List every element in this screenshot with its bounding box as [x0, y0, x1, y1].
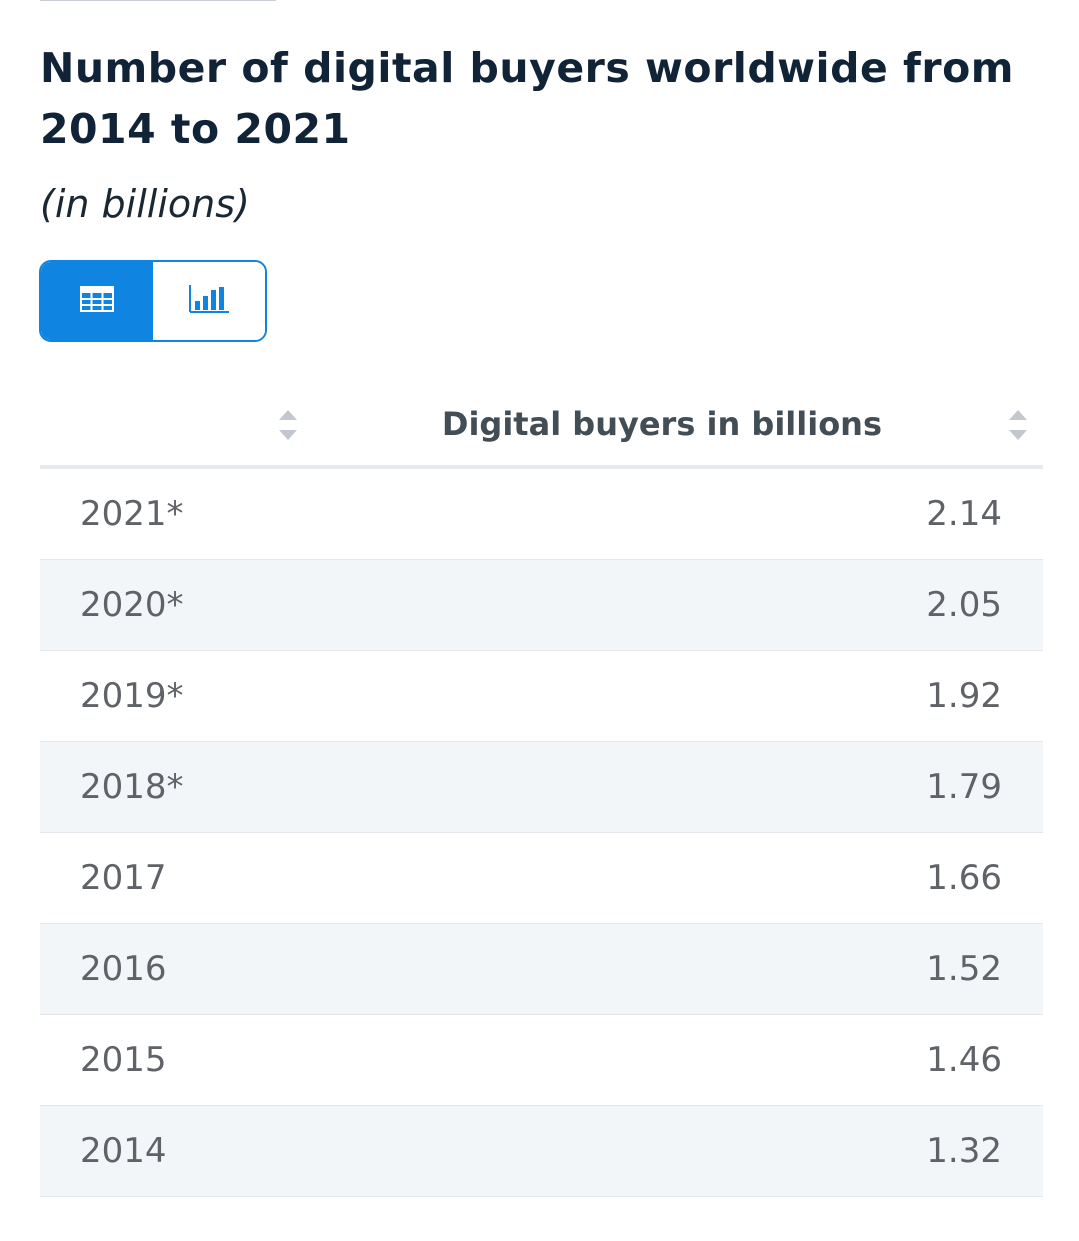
column-header-digital-buyers-label: Digital buyers in billions [441, 404, 882, 443]
year-cell: 2021* [40, 467, 380, 560]
bar-chart-icon [188, 284, 230, 318]
page-title: Number of digital buyers worldwide from … [40, 44, 1014, 153]
page-subtitle: (in billions) [40, 182, 250, 226]
table-row: 2017 1.66 [40, 832, 1043, 924]
table-row: 2018* 1.79 [40, 741, 1043, 833]
column-header-digital-buyers[interactable]: Digital buyers in billions [380, 382, 1043, 469]
table-icon [80, 286, 114, 316]
year-cell: 2020* [40, 559, 380, 651]
year-cell: 2015 [40, 1014, 380, 1106]
table-row: 2020* 2.05 [40, 559, 1043, 651]
value-cell: 2.14 [380, 467, 1043, 560]
value-cell: 1.79 [380, 741, 1043, 833]
year-cell: 2016 [40, 923, 380, 1015]
value-cell: 1.32 [380, 1105, 1043, 1197]
table-header-row: Digital buyers in billions [40, 382, 1043, 469]
value-cell: 1.46 [380, 1014, 1043, 1106]
sort-icon[interactable] [1007, 408, 1029, 450]
table-view-button[interactable] [41, 262, 153, 340]
year-cell: 2017 [40, 832, 380, 924]
value-cell: 1.52 [380, 923, 1043, 1015]
year-cell: 2018* [40, 741, 380, 833]
top-divider [40, 0, 276, 1]
data-table: Digital buyers in billions 2021* 2.14 20… [40, 382, 1043, 1197]
column-header-year[interactable] [40, 382, 380, 469]
view-toggle [39, 260, 267, 342]
chart-view-button[interactable] [153, 262, 265, 340]
sort-icon[interactable] [277, 408, 299, 450]
table-row: 2019* 1.92 [40, 650, 1043, 742]
value-cell: 2.05 [380, 559, 1043, 651]
value-cell: 1.66 [380, 832, 1043, 924]
table-row: 2015 1.46 [40, 1014, 1043, 1106]
table-row: 2016 1.52 [40, 923, 1043, 1015]
value-cell: 1.92 [380, 650, 1043, 742]
table-row: 2021* 2.14 [40, 467, 1043, 560]
year-cell: 2019* [40, 650, 380, 742]
table-row: 2014 1.32 [40, 1105, 1043, 1197]
year-cell: 2014 [40, 1105, 380, 1197]
